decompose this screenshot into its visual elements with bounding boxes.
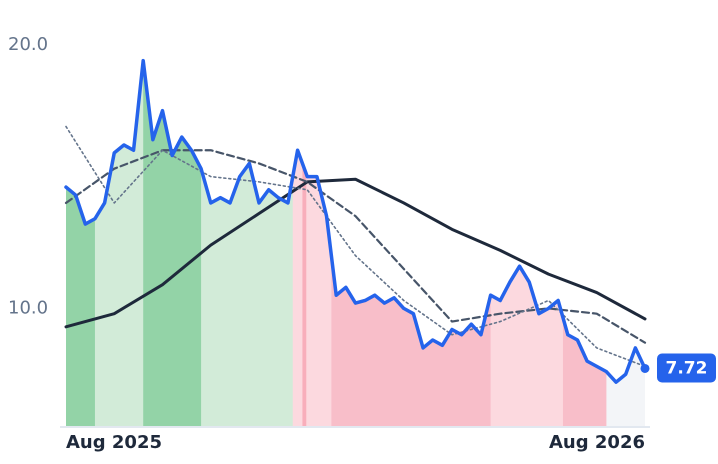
y-tick-label: 20.0 [8, 34, 48, 55]
band [201, 60, 294, 427]
value-label: 7.72 [666, 358, 708, 378]
band [562, 60, 607, 427]
price-line [64, 58, 647, 384]
band [94, 60, 144, 427]
bands [66, 60, 645, 427]
band [302, 60, 307, 427]
average-line [65, 125, 646, 368]
band [331, 60, 492, 427]
x-tick-label: Aug 2026 [549, 432, 645, 453]
band [306, 60, 332, 427]
band [143, 60, 202, 427]
value-badge [657, 353, 716, 383]
last-point [640, 363, 650, 373]
average-line [64, 177, 647, 329]
y-tick-label: 10.0 [8, 297, 48, 318]
band [606, 60, 645, 427]
band [490, 60, 564, 427]
x-tick-label: Aug 2025 [66, 432, 162, 453]
band [292, 60, 303, 427]
